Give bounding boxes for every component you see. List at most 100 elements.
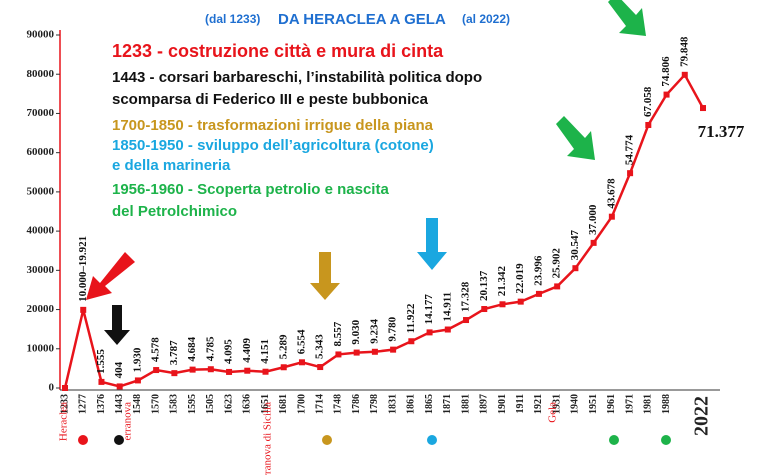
place-name: Gela [547,402,559,423]
y-tick-label: 40000 [27,225,55,237]
point [517,298,524,305]
line [63,72,705,389]
point [645,121,652,128]
x-tick-label: 1971 [624,394,635,414]
value-label: 71.377 [698,122,745,141]
y-tick-label: 60000 [27,146,55,158]
x-tick-label: 1505 [205,394,216,414]
title-left: (dal 1233) [205,12,260,26]
place-name: erranova [122,402,134,441]
annotation: del Petrolchimico [112,203,237,220]
y-tick-label: 50000 [27,185,55,197]
x-tick-label: 2022 [691,396,713,436]
value-label: 4.578 [150,337,162,362]
point [608,213,615,220]
point [226,368,233,375]
x-tick-label: 1636 [242,394,253,414]
value-label: 6.554 [296,329,308,354]
annotation: 1443 - corsari barbareschi, l’instabilit… [112,69,482,86]
annotation: e della marineria [112,157,231,174]
value-label: 4.409 [241,337,253,362]
x-tick-label: 1277 [78,394,89,414]
y-tick-label: 80000 [27,68,55,80]
x-tick-label: 1681 [278,394,289,414]
annotation: scomparsa di Federico III e peste bubbon… [112,91,429,108]
point [590,239,597,246]
annotation: 1233 - costruzione città e mura di cinta [112,41,444,61]
x-tick-label: 1861 [406,394,417,414]
point [62,385,68,391]
value-label: 4.684 [186,336,198,361]
annotation: 1956-1960 - Scoperta petrolio e nascita [112,181,389,198]
title-right: (al 2022) [462,12,510,26]
value-label: 4.785 [204,336,216,361]
point [244,367,251,374]
point [408,338,415,345]
point [572,265,579,272]
y-tick-label: 0 [49,382,55,394]
x-tick-label: 1786 [351,394,362,414]
point [98,378,105,385]
dot [427,435,437,445]
x-tick-label: 1714 [314,394,325,414]
value-label: 79.848 [678,36,690,67]
y-tick-label: 10000 [27,342,55,354]
x-tick-label: 1931 [551,394,562,414]
value-label: 21.342 [496,266,508,297]
dot [609,435,619,445]
point [700,105,706,112]
y-tick-label: 70000 [27,107,55,119]
x-tick-label: 1595 [187,394,198,414]
value-label: 10.000–19.921 [77,236,89,302]
value-label: 1.930 [131,347,143,372]
x-tick-label: 1798 [369,394,380,414]
value-label: 8.557 [332,321,344,346]
value-label: 5.343 [314,334,326,359]
value-label: 23.996 [532,255,544,286]
point [535,290,542,297]
x-tick-label: 1443 [114,394,125,414]
y-tick-label: 90000 [27,29,55,41]
point [390,346,397,353]
point [444,326,451,333]
point [681,71,688,78]
point [335,351,342,358]
x-tick-label: 1961 [606,394,617,414]
x-tick-label: 1881 [460,394,471,414]
x-tick-label: 1376 [96,394,107,414]
value-label: 1.555 [95,349,107,374]
value-label: 74.806 [660,56,672,87]
x-tick-label: 1623 [223,394,234,414]
point [353,349,360,356]
arrow [556,116,595,160]
point [280,364,287,371]
x-tick-label: 1831 [387,394,398,414]
value-label: 14.911 [441,292,453,322]
x-tick-label: 1940 [570,394,581,414]
x-tick-label: 1921 [533,394,544,414]
y-tick-label: 30000 [27,264,55,276]
x-tick-label: 1988 [661,394,672,414]
arrow [310,252,340,300]
x-tick-label: 1865 [424,394,435,414]
y-tick-label: 20000 [27,303,55,315]
value-label: 20.137 [478,270,490,301]
point [317,364,324,371]
x-tick-label: 1911 [515,394,526,413]
value-label: 67.058 [642,86,654,117]
x-tick-label: 1583 [169,394,180,414]
annotation: 1700-1850 - trasformazioni irrigue della… [112,117,434,134]
x-tick-label: 1897 [479,394,490,414]
value-label: 30.547 [569,229,581,260]
annotation: 1850-1950 - sviluppo dell’agricoltura (c… [112,137,434,154]
value-label: 25.902 [551,248,563,279]
value-label: 43.678 [605,178,617,209]
x-tick-label: 1901 [497,394,508,414]
point [116,383,123,390]
value-label: 9.780 [387,316,399,341]
dot [78,435,88,445]
x-tick-label: 1871 [442,394,453,414]
dot [661,435,671,445]
point [663,91,670,98]
